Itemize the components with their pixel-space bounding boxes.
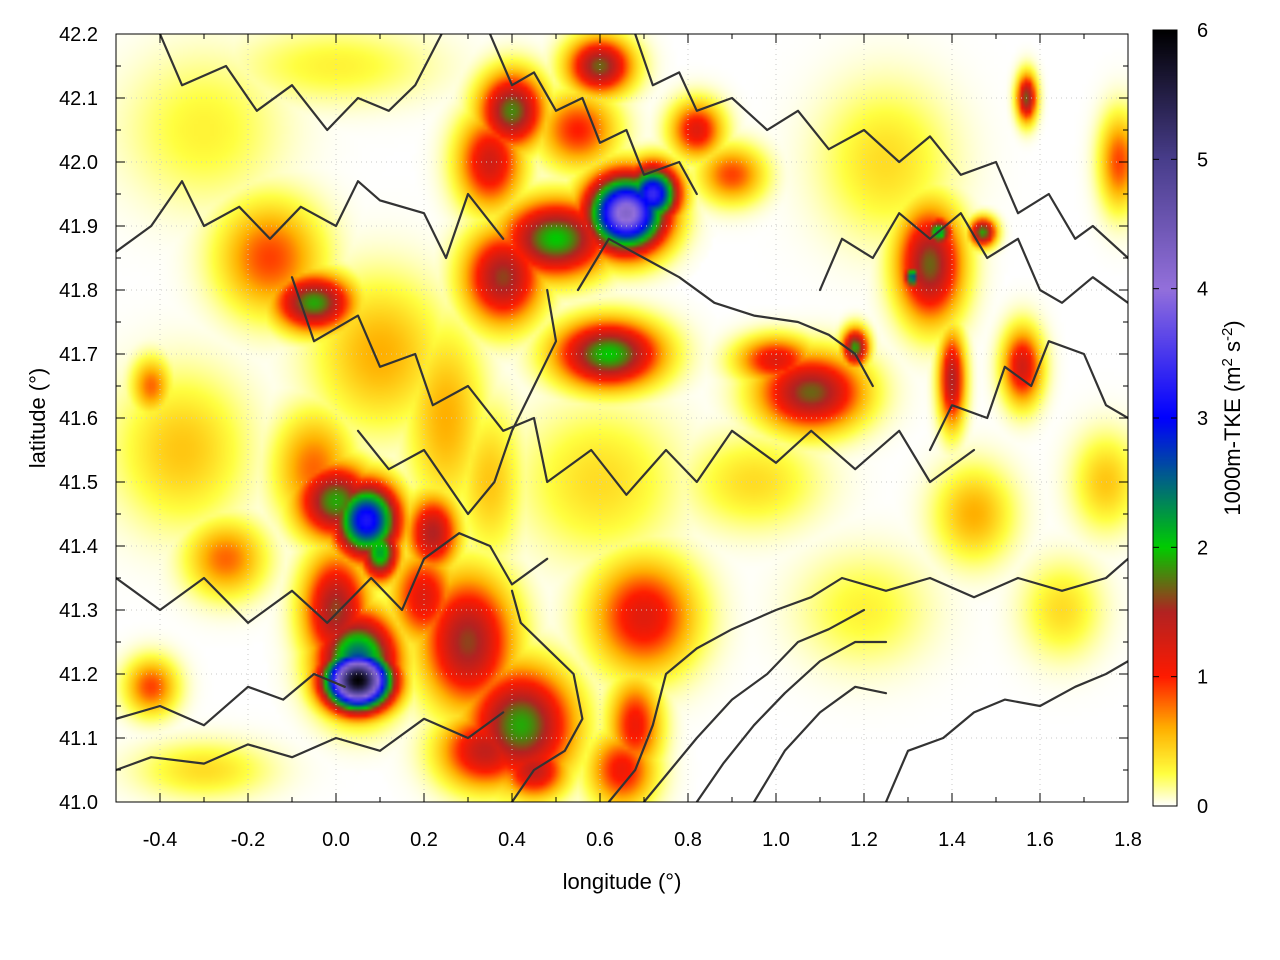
x-tick-label: 0.0 bbox=[322, 829, 350, 851]
colorbar-tick-label: 6 bbox=[1197, 20, 1208, 42]
contour-line-12 bbox=[576, 237, 874, 388]
contour-line-14 bbox=[634, 34, 1128, 260]
x-tick-label: 0.4 bbox=[498, 829, 526, 851]
contour-line-15 bbox=[818, 212, 1128, 304]
y-tick-label: 41.6 bbox=[59, 408, 98, 430]
colorbar-label-sup1: 2 bbox=[1219, 358, 1236, 366]
contour-line-17 bbox=[356, 288, 558, 516]
y-axis-ticks: 41.0 41.1 41.2 41.3 41.4 41.5 41.6 41.7 41.8 41.9… bbox=[59, 24, 1128, 814]
contour-line-4 bbox=[116, 672, 346, 727]
x-tick-label: -0.4 bbox=[143, 829, 177, 851]
grid-lines bbox=[116, 34, 1128, 802]
colorbar-label-mid: s bbox=[1220, 341, 1245, 358]
y-tick-label: 41.3 bbox=[59, 600, 98, 622]
colorbar-label: 1000m-TKE (m2 s-2) bbox=[1219, 320, 1246, 515]
x-tick-label: 0.8 bbox=[674, 829, 702, 851]
contour-line-3 bbox=[116, 532, 549, 624]
y-tick-label: 41.4 bbox=[59, 536, 98, 558]
colorbar-tick-label: 5 bbox=[1197, 149, 1208, 171]
contour-line-7 bbox=[607, 557, 1128, 802]
contour-line-9 bbox=[695, 640, 888, 802]
y-tick-label: 41.0 bbox=[59, 792, 98, 814]
contour-lines bbox=[116, 34, 1128, 802]
x-tick-label: 1.8 bbox=[1114, 829, 1142, 851]
contour-line-13 bbox=[488, 34, 698, 196]
y-tick-label: 41.1 bbox=[59, 728, 98, 750]
y-tick-label: 41.9 bbox=[59, 216, 98, 238]
y-tick-label: 41.5 bbox=[59, 472, 98, 494]
x-axis-ticks: -0.4 -0.2 0.0 0.2 0.4 0.6 0.8 1.0 1.2 1.4 1.6 1.8 bbox=[115, 34, 1142, 851]
x-tick-label: -0.2 bbox=[231, 829, 265, 851]
y-tick-label: 41.2 bbox=[59, 664, 98, 686]
colorbar-tick-label: 2 bbox=[1197, 537, 1208, 559]
contour-line-2 bbox=[290, 276, 976, 496]
contour-line-1 bbox=[158, 34, 443, 132]
contour-line-6 bbox=[510, 589, 584, 802]
y-tick-label: 42.2 bbox=[59, 24, 98, 46]
y-tick-label: 41.8 bbox=[59, 280, 98, 302]
contour-line-8 bbox=[642, 608, 866, 802]
colorbar-tick-label: 0 bbox=[1197, 796, 1208, 818]
y-tick-label: 42.0 bbox=[59, 152, 98, 174]
colorbar-tick-label: 1 bbox=[1197, 667, 1208, 689]
colorbar-ticks: 0 1 2 3 4 5 6 bbox=[1153, 20, 1208, 818]
y-tick-label: 42.1 bbox=[59, 88, 98, 110]
y-axis-label: latitude (°) bbox=[25, 368, 50, 469]
x-axis-label: longitude (°) bbox=[563, 869, 682, 894]
colorbar-tick-label: 4 bbox=[1197, 279, 1208, 301]
x-tick-label: 0.6 bbox=[586, 829, 614, 851]
y-tick-label: 41.7 bbox=[59, 344, 98, 366]
x-tick-label: 1.2 bbox=[850, 829, 878, 851]
colorbar-label-main: 1000m-TKE (m bbox=[1220, 366, 1245, 515]
contour-line-16 bbox=[928, 340, 1128, 452]
contour-line-11 bbox=[884, 660, 1128, 802]
contour-line-0 bbox=[116, 180, 505, 260]
contour-line-5 bbox=[116, 711, 505, 772]
contour-line-10 bbox=[752, 685, 888, 802]
colorbar-tick-label: 3 bbox=[1197, 408, 1208, 430]
colorbar-label-end: ) bbox=[1220, 320, 1245, 327]
x-tick-label: 0.2 bbox=[410, 829, 438, 851]
x-tick-label: 1.6 bbox=[1026, 829, 1054, 851]
colorbar-label-sup2: -2 bbox=[1219, 328, 1236, 341]
x-tick-label: 1.0 bbox=[762, 829, 790, 851]
x-tick-label: 1.4 bbox=[938, 829, 966, 851]
